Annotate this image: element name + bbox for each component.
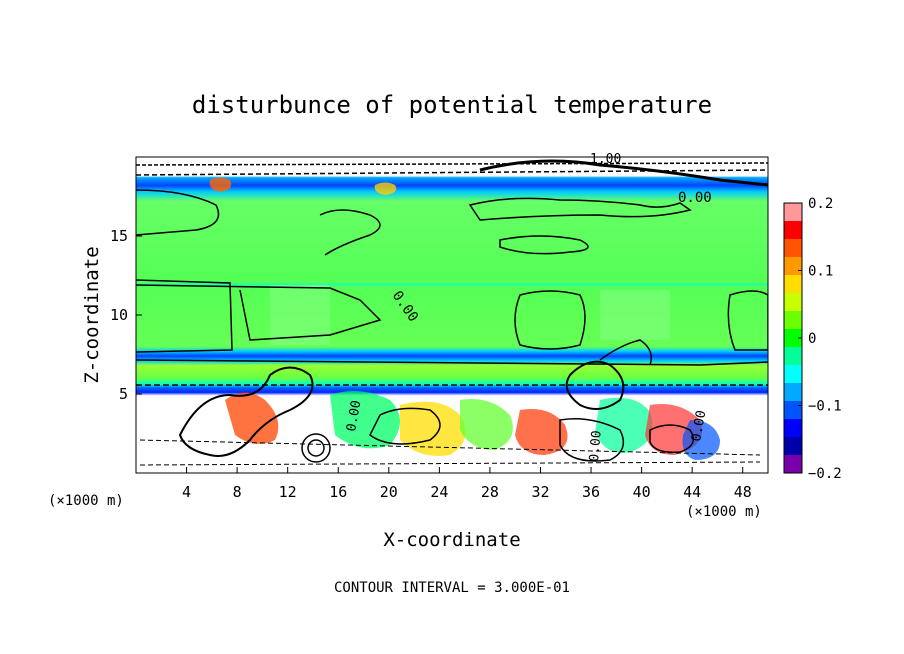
- x-tick-label: 16: [329, 483, 347, 501]
- x-axis-title: X-coordinate: [383, 529, 520, 551]
- contour-line: [178, 366, 314, 457]
- shaded-patch: [460, 399, 513, 450]
- contour-line: [565, 360, 625, 410]
- x-tick-label: 44: [683, 483, 701, 501]
- colorbar-swatch: [784, 347, 802, 366]
- y-axis: 5 10 15: [110, 227, 142, 403]
- contour-label: 0.00: [587, 430, 605, 463]
- x-axis: 4 8 12 16 20 24 28 32 36 40 44 48: [182, 467, 752, 501]
- shaded-patch: [515, 409, 568, 455]
- contour-line: [136, 279, 233, 353]
- x-tick-label: 4: [182, 483, 191, 501]
- contour-line: [499, 235, 589, 255]
- contour-line: [136, 169, 768, 176]
- colorbar-ticks: 0.2 0.1 0 −0.1 −0.2: [798, 196, 842, 482]
- contour-line: [369, 407, 441, 445]
- colorbar-swatch: [784, 203, 802, 222]
- x-tick-label: 28: [481, 483, 499, 501]
- y-tick-label: 5: [119, 385, 128, 403]
- x-tick-label: 48: [734, 483, 752, 501]
- contour-line: [559, 418, 625, 462]
- x-unit-label: (×1000 m): [686, 504, 762, 520]
- colorbar-swatch: [784, 275, 802, 294]
- shaded-patch: [225, 392, 279, 444]
- colorbar-swatch: [784, 365, 802, 384]
- z-unit-label: (×1000 m): [48, 493, 124, 509]
- shaded-patch: [374, 182, 397, 195]
- colorbar-swatch: [784, 437, 802, 456]
- x-tick-label: 20: [380, 483, 398, 501]
- contour-label: 0.00: [678, 190, 712, 206]
- shaded-patch: [600, 290, 670, 340]
- contour-line: [319, 209, 381, 256]
- colorbar-tick-label: −0.1: [808, 399, 842, 415]
- contour-lines: [136, 159, 768, 466]
- contour-line: [468, 197, 692, 221]
- contour-label: 0.00: [344, 399, 364, 432]
- contour-line: [136, 162, 768, 166]
- colorbar-tick-label: 0: [808, 331, 816, 347]
- x-tick-label: 36: [582, 483, 600, 501]
- shaded-patch: [209, 177, 232, 192]
- colorbar-swatch: [784, 239, 802, 258]
- colorbar-swatch: [784, 257, 802, 276]
- contour-label: 0.00: [689, 409, 709, 442]
- contour-line: [599, 339, 652, 366]
- colorbar-swatch: [784, 221, 802, 240]
- x-tick-label: 40: [633, 483, 651, 501]
- contour-line: [514, 290, 586, 350]
- colorbar-swatch: [784, 419, 802, 438]
- colorbar-swatch: [784, 329, 802, 348]
- x-tick-label: 8: [233, 483, 242, 501]
- shaded-patch: [682, 420, 720, 460]
- contour-interval-note: CONTOUR INTERVAL = 3.000E-01: [334, 580, 570, 596]
- x-tick-label: 24: [430, 483, 448, 501]
- colorbar-swatch: [784, 383, 802, 402]
- contour-line: [307, 439, 325, 457]
- contour-line: [301, 433, 331, 463]
- chart-title: disturbunce of potential temperature: [192, 91, 712, 119]
- colorbar-tick-label: 0.1: [808, 264, 833, 280]
- contour-label: 1.00: [590, 152, 621, 167]
- colorbar-tick-label: −0.2: [808, 466, 842, 482]
- contour-line: [136, 359, 768, 366]
- contour-line: [139, 439, 761, 456]
- colorbar-swatch: [784, 311, 802, 330]
- shaded-patch: [595, 397, 653, 453]
- contour-line: [139, 461, 761, 466]
- x-tick-label: 12: [279, 483, 297, 501]
- colorbar-swatch: [784, 401, 802, 420]
- y-axis-title: Z-coordinate: [81, 246, 103, 383]
- y-tick-label: 10: [110, 306, 128, 324]
- contour-line: [479, 159, 768, 187]
- colorbar-swatch: [784, 455, 802, 474]
- contour-line: [136, 189, 220, 236]
- contour-line: [727, 290, 768, 351]
- colorbar-tick-label: 0.2: [808, 196, 833, 212]
- shaded-patch: [330, 391, 400, 449]
- contour-line: [649, 424, 695, 454]
- y-tick-label: 15: [110, 227, 128, 245]
- colorbar-swatch: [784, 293, 802, 312]
- contour-line: [136, 284, 382, 341]
- colorbar: [783, 202, 803, 474]
- plot-area: [136, 157, 768, 473]
- x-tick-label: 32: [531, 483, 549, 501]
